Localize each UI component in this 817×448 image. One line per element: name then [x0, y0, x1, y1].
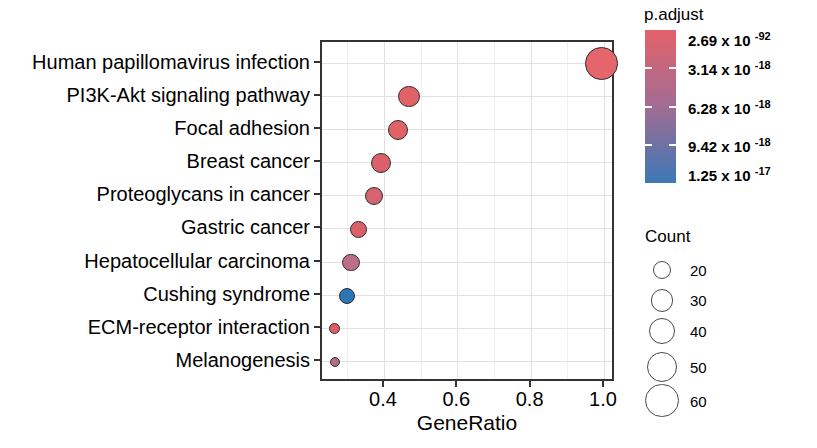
plot-panel	[320, 40, 614, 381]
padjust-legend-title: p.adjust	[644, 5, 704, 25]
y-axis-label: Hepatocellular carcinoma	[0, 251, 310, 271]
colorbar-label-base: 6.28 x 10	[688, 99, 755, 116]
x-tick-label: 0.6	[442, 388, 470, 411]
y-axis-tick	[314, 226, 320, 228]
colorbar-label: 9.42 x 10 -18	[688, 136, 771, 155]
y-axis-label: Gastric cancer	[0, 217, 310, 237]
colorbar-label-base: 3.14 x 10	[688, 61, 755, 78]
count-legend-circle	[645, 384, 678, 417]
colorbar-label-exponent: -18	[755, 136, 771, 148]
y-axis-label: Proteoglycans in cancer	[0, 184, 310, 204]
y-axis-tick	[314, 61, 320, 63]
data-bubble	[388, 120, 409, 141]
count-legend-circle	[651, 289, 674, 312]
colorbar-tick	[645, 67, 652, 69]
count-legend-title: Count	[645, 227, 690, 247]
y-axis-tick	[314, 260, 320, 262]
data-bubble	[365, 187, 384, 206]
colorbar-tick	[645, 106, 652, 108]
data-bubble	[371, 153, 391, 173]
x-axis-tick	[382, 381, 384, 387]
count-legend-label: 20	[690, 262, 707, 279]
colorbar-label: 2.69 x 10 -92	[688, 30, 771, 49]
gridline-y-major	[322, 96, 612, 97]
gridline-y-major	[322, 129, 612, 130]
colorbar-label-base: 1.25 x 10	[688, 166, 755, 183]
enrichment-dotplot-figure: Human papillomavirus infection PI3K-Akt s…	[0, 0, 817, 448]
y-axis-label: ECM-receptor interaction	[0, 317, 310, 337]
data-bubble	[350, 221, 367, 238]
x-axis-tick	[602, 381, 604, 387]
x-axis-tick	[529, 381, 531, 387]
data-bubble	[330, 357, 340, 367]
data-bubble	[398, 86, 420, 108]
colorbar-label-base: 9.42 x 10	[688, 138, 755, 155]
colorbar-label-exponent: -18	[755, 97, 771, 109]
count-legend-label: 40	[690, 323, 707, 340]
x-tick-label: 0.8	[516, 388, 544, 411]
y-axis-label: Breast cancer	[0, 151, 310, 171]
y-axis-tick	[314, 160, 320, 162]
colorbar-label: 6.28 x 10 -18	[688, 97, 771, 116]
count-legend-label: 30	[690, 292, 707, 309]
y-axis-label: Cushing syndrome	[0, 284, 310, 304]
colorbar-label: 1.25 x 10 -17	[688, 164, 771, 183]
gridline-y-major	[322, 262, 612, 263]
gridline-y-major	[322, 328, 612, 329]
y-axis-label: Human papillomavirus infection	[0, 52, 310, 72]
colorbar-tick	[669, 106, 676, 108]
colorbar-label-exponent: -92	[755, 30, 771, 42]
count-legend-label: 60	[690, 392, 707, 409]
x-tick-label: 0.4	[369, 388, 397, 411]
x-axis-tick	[455, 381, 457, 387]
y-axis-tick	[314, 359, 320, 361]
y-axis-tick	[314, 293, 320, 295]
data-bubble	[585, 47, 618, 80]
count-legend-circle	[653, 261, 671, 279]
y-axis-tick	[314, 127, 320, 129]
colorbar-label-base: 2.69 x 10	[688, 32, 755, 49]
padjust-colorbar-gradient	[645, 30, 676, 183]
colorbar-tick	[669, 144, 676, 146]
colorbar-label-exponent: -17	[755, 164, 771, 176]
y-axis-label: Focal adhesion	[0, 118, 310, 138]
colorbar-label-exponent: -18	[755, 59, 771, 71]
count-legend-label: 50	[690, 358, 707, 375]
y-axis-tick	[314, 193, 320, 195]
y-axis-label: Melanogenesis	[0, 350, 310, 370]
gridline-y-major	[322, 63, 612, 64]
data-bubble	[339, 288, 355, 304]
count-legend-circle	[649, 318, 676, 345]
y-axis-label: PI3K-Akt signaling pathway	[0, 85, 310, 105]
data-bubble	[329, 323, 340, 334]
gridline-y-major	[322, 295, 612, 296]
data-bubble	[342, 254, 359, 271]
colorbar-tick	[645, 144, 652, 146]
gridline-y-major	[322, 162, 612, 163]
x-axis-title: GeneRatio	[417, 411, 517, 435]
gridline-y-major	[322, 361, 612, 362]
x-tick-label: 1.0	[589, 388, 617, 411]
colorbar-label: 3.14 x 10 -18	[688, 59, 771, 78]
y-axis-tick	[314, 94, 320, 96]
count-legend-circle	[647, 352, 677, 382]
y-axis-tick	[314, 326, 320, 328]
colorbar-tick	[669, 67, 676, 69]
